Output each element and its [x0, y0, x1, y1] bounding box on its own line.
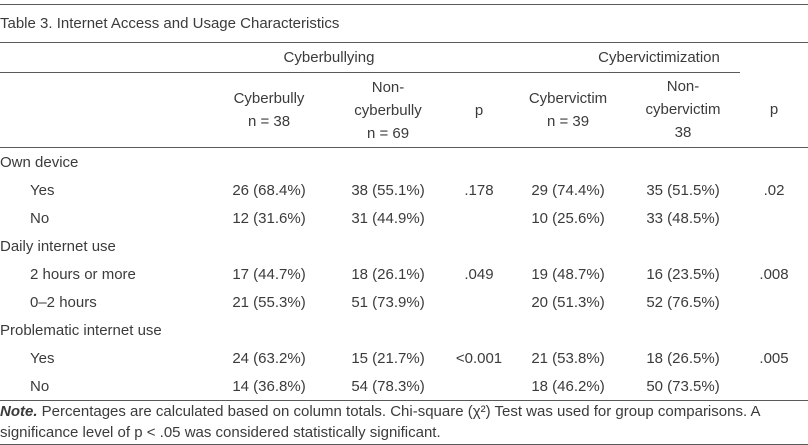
column-header-cybervictim: Cybervictim n = 39 — [510, 72, 626, 148]
row-label: 0–2 hours — [30, 293, 97, 311]
row-label: Yes — [30, 349, 55, 367]
table-cell: 12 (31.6%) — [232, 209, 306, 227]
table-row: Yes 26 (68.4%) 38 (55.1%) .178 29 (74.4%… — [0, 176, 808, 204]
column-header-row: Cyberbully n = 38 Non- cyberbully n = 69… — [0, 72, 808, 148]
table-cell: 15 (21.7%) — [351, 349, 425, 367]
column-header-non-cyberbully: Non- cyberbully n = 69 — [328, 72, 448, 148]
table-cell — [448, 372, 510, 401]
table-cell: 50 (73.5%) — [626, 372, 740, 401]
section-header-label: Own device — [0, 153, 79, 171]
table-cell: 21 (55.3%) — [232, 293, 306, 311]
table-cell: 21 (53.8%) — [531, 349, 605, 367]
table-cell: 31 (44.9%) — [351, 209, 425, 227]
table-cell: 35 (51.5%) — [646, 181, 720, 199]
table-cell: 38 (55.1%) — [351, 181, 425, 199]
table-row: 2 hours or more 17 (44.7%) 18 (26.1%) .0… — [0, 260, 808, 288]
table-cell — [740, 288, 808, 316]
table-title-row: Table 3. Internet Access and Usage Chara… — [0, 4, 808, 43]
table-cell — [448, 204, 510, 232]
table-cell: 29 (74.4%) — [531, 181, 605, 199]
table-cell: .02 — [763, 181, 785, 199]
table-cell — [448, 288, 510, 316]
table-cell: 33 (48.5%) — [646, 209, 720, 227]
table-cell: 52 (76.5%) — [646, 293, 720, 311]
column-header-p-bullying: p — [448, 72, 510, 148]
note-text: Percentages are calculated based on colu… — [0, 403, 760, 441]
table-cell: 54 (78.3%) — [328, 372, 448, 401]
table-note-row: Note. Percentages are calculated based o… — [0, 400, 808, 445]
section-header-label: Daily internet use — [0, 237, 116, 255]
section-header-daily-internet-use: Daily internet use — [0, 232, 808, 260]
column-header-spacer — [0, 72, 210, 148]
table-cell: 17 (44.7%) — [232, 265, 306, 283]
section-header-problematic-internet-use: Problematic internet use — [0, 316, 808, 344]
group-header-cybervictimization: Cybervictimization — [510, 42, 808, 73]
table-cell: 20 (51.3%) — [531, 293, 605, 311]
table-cell: 19 (48.7%) — [531, 265, 605, 283]
table-row: No 12 (31.6%) 31 (44.9%) 10 (25.6%) 33 (… — [0, 204, 808, 232]
table-cell: .049 — [464, 265, 494, 283]
table-cell: 18 (26.1%) — [351, 265, 425, 283]
table-cell: 26 (68.4%) — [232, 181, 306, 199]
table-cell: .008 — [759, 265, 789, 283]
table-cell: 18 (46.2%) — [510, 372, 626, 401]
table3-internet-access-usage: Table 3. Internet Access and Usage Chara… — [0, 4, 808, 445]
group-header-spacer — [0, 42, 210, 73]
table-cell: .005 — [759, 349, 789, 367]
table-cell: 18 (26.5%) — [646, 349, 720, 367]
table-cell: 24 (63.2%) — [232, 349, 306, 367]
section-header-own-device: Own device — [0, 148, 808, 177]
column-header-cyberbully: Cyberbully n = 38 — [210, 72, 328, 148]
table-cell: 14 (36.8%) — [210, 372, 328, 401]
table-cell — [740, 204, 808, 232]
table-row: No 14 (36.8%) 54 (78.3%) 18 (46.2%) 50 (… — [0, 372, 808, 401]
table-title: Table 3. Internet Access and Usage Chara… — [0, 4, 808, 43]
group-header-row: Cyberbullying Cybervictimization — [0, 42, 808, 73]
section-header-label: Problematic internet use — [0, 321, 162, 339]
row-label: 2 hours or more — [30, 265, 136, 283]
row-label: No — [0, 372, 210, 401]
table-note: Note. Percentages are calculated based o… — [0, 400, 808, 445]
column-header-p-victimization: p — [740, 72, 808, 148]
group-header-cyberbullying: Cyberbullying — [210, 42, 510, 73]
table-cell: 10 (25.6%) — [531, 209, 605, 227]
note-label: Note. — [0, 403, 38, 420]
table-row: Yes 24 (63.2%) 15 (21.7%) <0.001 21 (53.… — [0, 344, 808, 372]
table-cell — [740, 372, 808, 401]
row-label: Yes — [30, 181, 55, 199]
table-cell: 51 (73.9%) — [351, 293, 425, 311]
row-label: No — [30, 209, 50, 227]
table-cell: .178 — [464, 181, 494, 199]
column-header-non-cybervictim: Non- cybervictim 38 — [626, 72, 740, 148]
table-cell: <0.001 — [455, 349, 503, 367]
table-cell: 16 (23.5%) — [646, 265, 720, 283]
table-row: 0–2 hours 21 (55.3%) 51 (73.9%) 20 (51.3… — [0, 288, 808, 316]
